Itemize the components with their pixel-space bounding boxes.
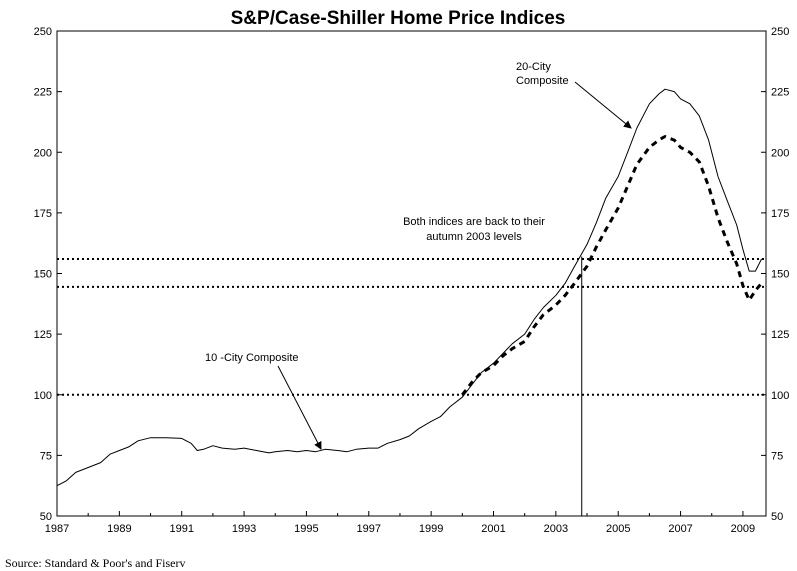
x-tick-label: 1987 [45, 523, 69, 535]
y-tick-label-left: 225 [34, 87, 52, 99]
x-tick-label: 2001 [481, 523, 505, 535]
y-tick-label-right: 125 [771, 329, 789, 341]
y-tick-label-right: 100 [771, 390, 789, 402]
x-tick-label: 1989 [107, 523, 131, 535]
y-tick-label-right: 250 [771, 26, 789, 38]
annotation-10-city-line1: 10 -City Composite [205, 352, 299, 364]
y-tick-label-left: 50 [40, 511, 52, 523]
x-tick-label: 1995 [294, 523, 318, 535]
annotation-autumn-line1: Both indices are back to their [403, 216, 545, 228]
y-tick-label-right: 200 [771, 147, 789, 159]
x-tick-label: 1991 [169, 523, 193, 535]
y-tick-label-left: 150 [34, 269, 52, 281]
series-layer [56, 88, 763, 487]
series-line-20-city [461, 135, 763, 396]
annotation-10-city: 10 -City Composite [205, 352, 322, 450]
x-tick-label: 1993 [232, 523, 256, 535]
x-tick-label: 1999 [419, 523, 443, 535]
x-tick-label: 2007 [668, 523, 692, 535]
annotation-10-city-arrow [277, 365, 322, 450]
plot-area-frame [56, 30, 767, 517]
annotation-20-city: 20-City Composite [516, 61, 632, 129]
x-tick-label: 1997 [357, 523, 381, 535]
x-tick-label: 2005 [606, 523, 630, 535]
source-note: Source: Standard & Poor's and Fiserv [5, 556, 185, 570]
x-tick-label: 2003 [544, 523, 568, 535]
axis-ticks: 50 50 75 75 100 100 125 125 150 150 175 175 200 200 22… [34, 26, 790, 535]
y-tick-label-left: 100 [34, 390, 52, 402]
chart-title: S&P/Case-Shiller Home Price Indices [231, 8, 566, 29]
y-tick-label-right: 75 [771, 450, 783, 462]
series-line-10-city [56, 88, 763, 487]
y-tick-label-right: 225 [771, 87, 789, 99]
y-tick-label-left: 200 [34, 147, 52, 159]
reference-lines [57, 256, 766, 516]
y-tick-label-right: 175 [771, 208, 789, 220]
annotation-20-city-arrow [574, 81, 632, 129]
y-tick-label-left: 75 [40, 450, 52, 462]
annotation-autumn-2003: Both indices are back to their autumn 20… [403, 216, 545, 243]
y-tick-label-left: 175 [34, 208, 52, 220]
annotation-autumn-line2: autumn 2003 levels [426, 231, 522, 243]
y-tick-label-right: 150 [771, 269, 789, 281]
y-tick-label-left: 125 [34, 329, 52, 341]
annotation-20-city-line1: 20-City [516, 61, 551, 73]
x-tick-label: 2009 [731, 523, 755, 535]
annotation-20-city-line2: Composite [516, 75, 569, 87]
y-tick-label-left: 250 [34, 26, 52, 38]
y-tick-label-right: 50 [771, 511, 783, 523]
